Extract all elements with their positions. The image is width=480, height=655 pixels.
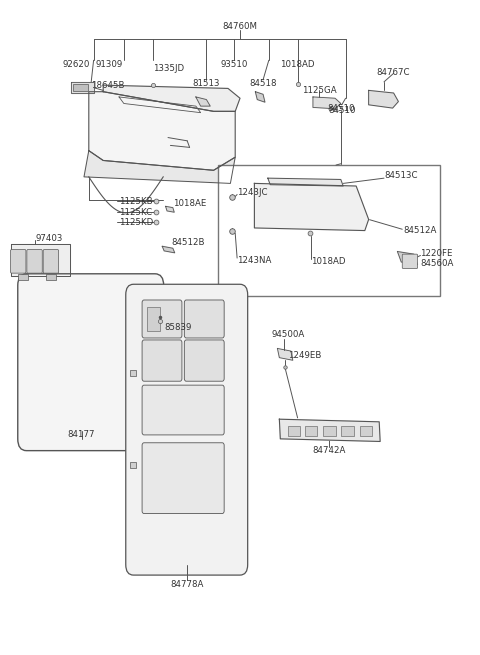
Polygon shape	[103, 85, 240, 111]
Text: 84760M: 84760M	[223, 22, 257, 31]
Text: 1125KC: 1125KC	[119, 208, 152, 217]
Bar	[218, 165, 440, 296]
FancyBboxPatch shape	[360, 426, 372, 436]
FancyBboxPatch shape	[73, 84, 88, 91]
Polygon shape	[89, 92, 235, 170]
Text: 84518: 84518	[249, 79, 277, 88]
FancyBboxPatch shape	[142, 340, 182, 381]
Polygon shape	[369, 90, 398, 108]
FancyBboxPatch shape	[147, 307, 160, 331]
Text: 1018AE: 1018AE	[173, 198, 206, 208]
Polygon shape	[268, 178, 343, 186]
Text: 91309: 91309	[95, 60, 122, 69]
Text: 84512B: 84512B	[171, 238, 204, 247]
FancyBboxPatch shape	[18, 274, 28, 280]
Polygon shape	[254, 183, 369, 231]
Text: 1125KB: 1125KB	[119, 197, 153, 206]
FancyBboxPatch shape	[18, 274, 164, 451]
FancyBboxPatch shape	[184, 300, 224, 338]
FancyBboxPatch shape	[142, 443, 224, 514]
Text: 84510: 84510	[327, 103, 355, 113]
Polygon shape	[313, 97, 341, 109]
FancyBboxPatch shape	[142, 385, 224, 435]
Text: 1125KD: 1125KD	[119, 218, 153, 227]
Text: 84513C: 84513C	[384, 171, 418, 180]
Polygon shape	[162, 246, 175, 253]
Polygon shape	[71, 82, 94, 93]
Text: 84778A: 84778A	[170, 580, 204, 589]
Text: 1243NA: 1243NA	[237, 256, 272, 265]
Text: 81513: 81513	[192, 79, 220, 88]
Text: 1249EB: 1249EB	[288, 350, 321, 360]
Polygon shape	[84, 151, 235, 183]
Text: 18645B: 18645B	[91, 81, 125, 90]
Text: 84767C: 84767C	[377, 67, 410, 77]
FancyBboxPatch shape	[27, 250, 42, 273]
FancyBboxPatch shape	[126, 284, 248, 575]
Polygon shape	[11, 244, 70, 276]
FancyBboxPatch shape	[46, 274, 56, 280]
Text: 1018AD: 1018AD	[280, 60, 315, 69]
FancyBboxPatch shape	[11, 250, 26, 273]
FancyBboxPatch shape	[305, 426, 317, 436]
FancyBboxPatch shape	[402, 254, 418, 269]
FancyBboxPatch shape	[184, 340, 224, 381]
Text: 1125GA: 1125GA	[302, 86, 336, 95]
Polygon shape	[279, 419, 380, 441]
Polygon shape	[196, 97, 210, 106]
Text: 84560A: 84560A	[420, 259, 454, 269]
Text: 1243JC: 1243JC	[237, 188, 268, 197]
Polygon shape	[166, 206, 174, 212]
Text: 85839: 85839	[164, 323, 192, 332]
Text: 97403: 97403	[35, 234, 62, 243]
Text: 1018AD: 1018AD	[311, 257, 346, 267]
Text: 84742A: 84742A	[312, 446, 346, 455]
Text: 84177: 84177	[68, 430, 96, 440]
FancyBboxPatch shape	[323, 426, 336, 436]
Text: 84510: 84510	[328, 105, 356, 115]
Text: 1220FE: 1220FE	[420, 249, 453, 258]
FancyBboxPatch shape	[142, 300, 182, 338]
Text: 93510: 93510	[220, 60, 248, 69]
FancyBboxPatch shape	[341, 426, 354, 436]
Text: 1335JD: 1335JD	[153, 64, 184, 73]
Polygon shape	[255, 92, 265, 102]
Text: 84512A: 84512A	[403, 226, 437, 235]
Text: 92620: 92620	[63, 60, 90, 69]
Polygon shape	[277, 348, 293, 360]
FancyBboxPatch shape	[43, 250, 59, 273]
Polygon shape	[397, 252, 418, 265]
Text: 94500A: 94500A	[271, 329, 305, 339]
FancyBboxPatch shape	[288, 426, 300, 436]
